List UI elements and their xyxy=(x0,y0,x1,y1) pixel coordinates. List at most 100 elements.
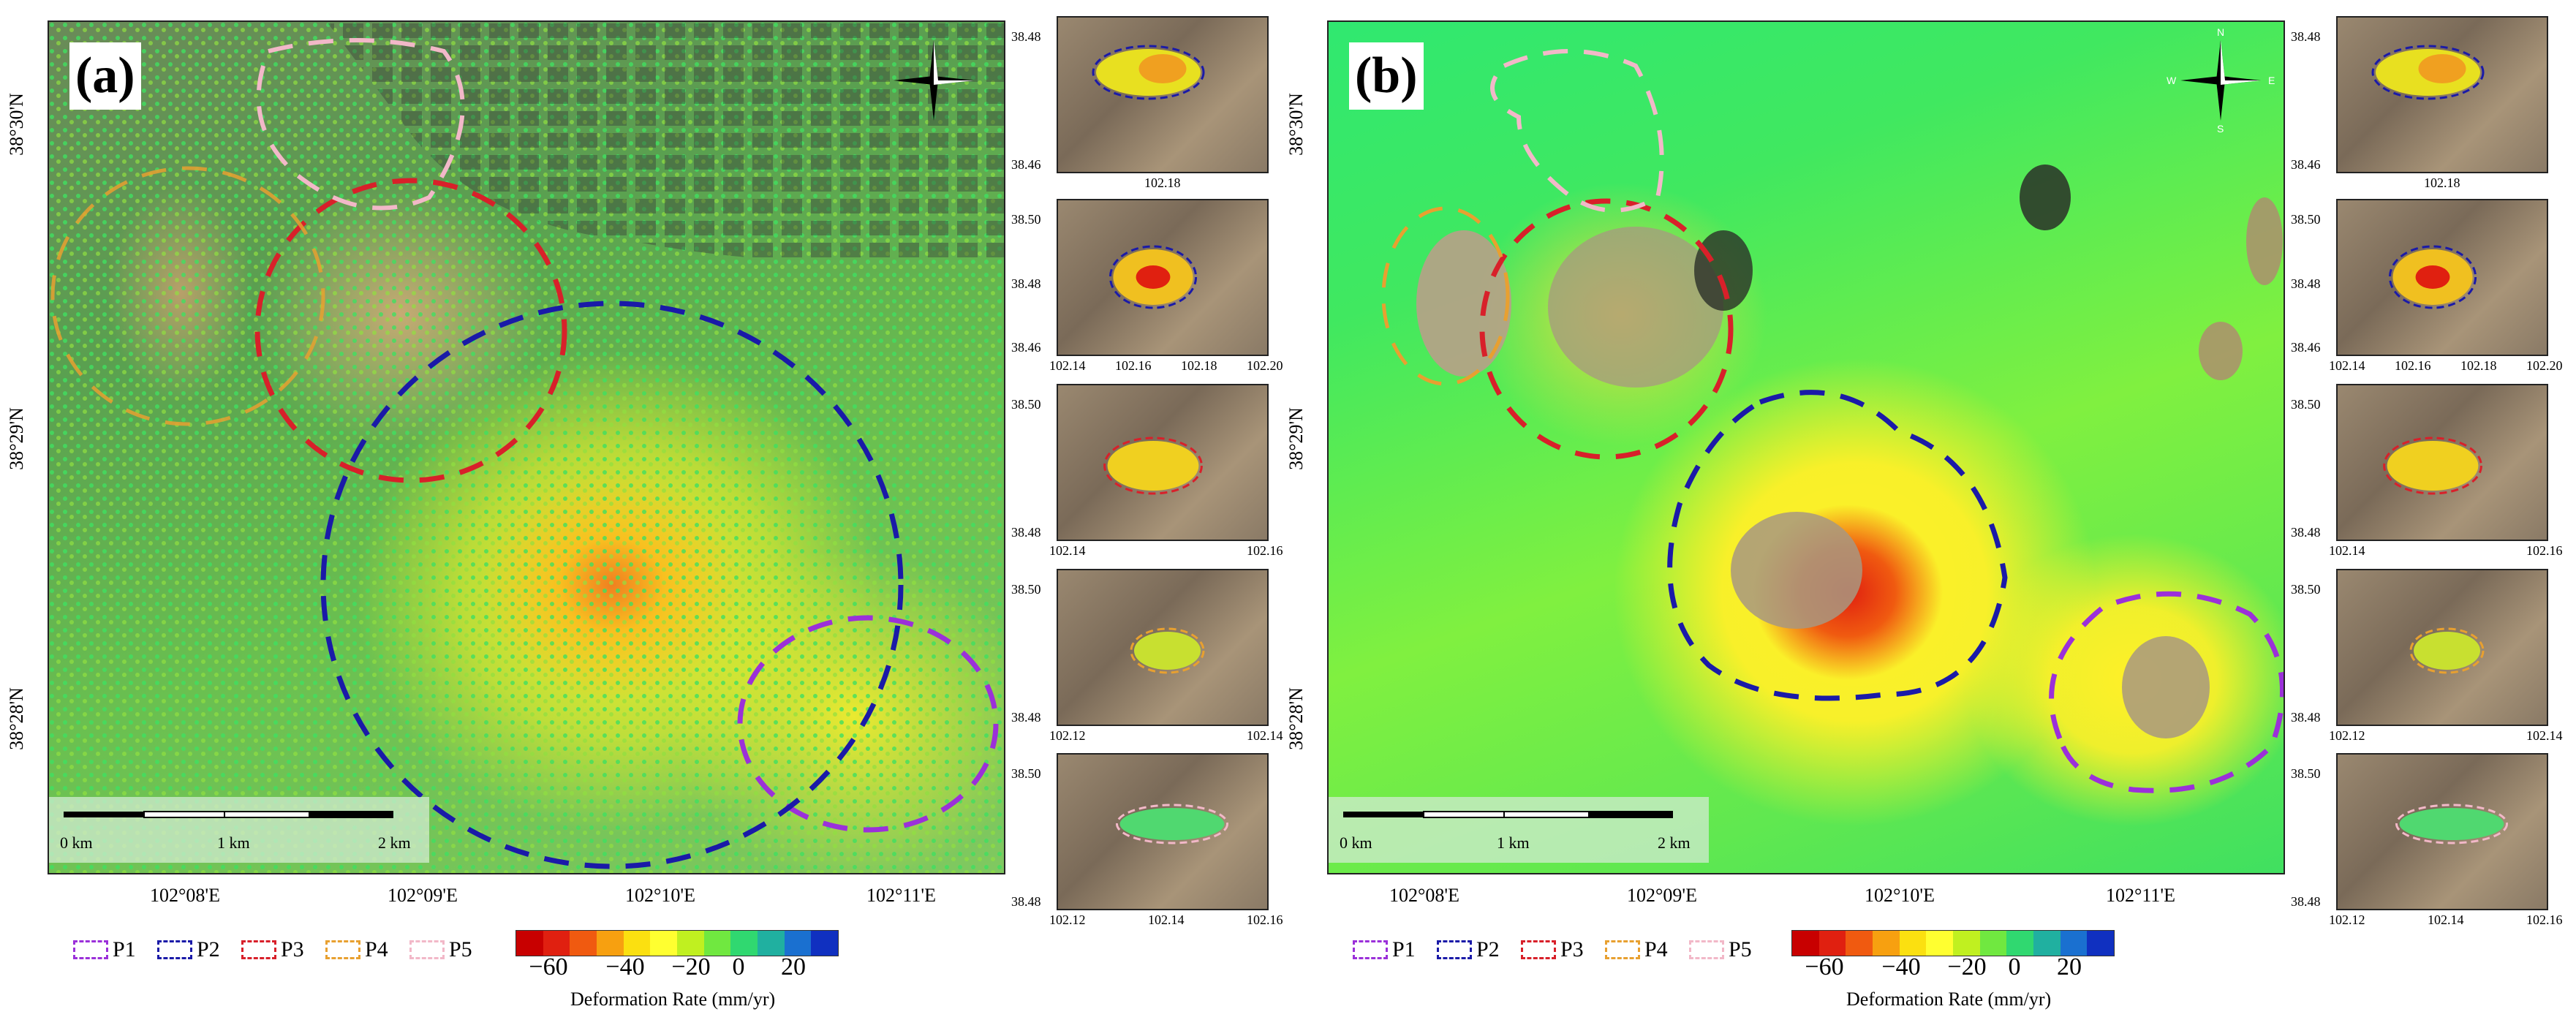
inset-y-tick: 38.48 xyxy=(2291,894,2321,909)
north-arrow-icon-a xyxy=(894,40,974,121)
inset-x-tick: 102.14 xyxy=(2329,358,2365,373)
zone-p2-outline xyxy=(1667,390,2008,701)
inset-map-5 xyxy=(2336,753,2548,910)
legend-item-p3: P3 xyxy=(241,937,304,962)
inset-blob-0 xyxy=(1119,808,1225,840)
inset-map-1 xyxy=(2336,16,2548,173)
legend-item-p4: P4 xyxy=(325,937,388,962)
lat-tick-a-2: 38°28'N xyxy=(5,687,27,750)
inset-x-tick: 102.16 xyxy=(2526,912,2563,927)
inset-deformation-4 xyxy=(2409,627,2485,674)
inset-y-tick: 38.50 xyxy=(1011,766,1041,781)
inset-y-tick: 38.48 xyxy=(1011,29,1041,44)
cbar-tick-b-3: 0 xyxy=(2008,953,2021,980)
inset-x-tick: 102.20 xyxy=(1247,358,1283,373)
colorbar-title-b: Deformation Rate (mm/yr) xyxy=(1846,989,2052,1010)
colorbar-swatch-3 xyxy=(1873,931,1900,956)
colorbar-swatch-3 xyxy=(597,931,624,956)
colorbar-swatch-6 xyxy=(1953,931,1980,956)
scale-label-1: 1 km xyxy=(1497,834,1530,852)
inset-y-tick: 38.48 xyxy=(2291,710,2321,725)
inset-deformation-3 xyxy=(2383,436,2482,495)
lon-tick-b-3: 102°11'E xyxy=(2106,885,2175,906)
dots-overlay-a xyxy=(49,22,1004,873)
legend-item-p2: P2 xyxy=(1437,937,1500,962)
compass-n: N xyxy=(2217,26,2225,38)
zone-p3-outline xyxy=(1479,198,1734,460)
scale-label-2: 2 km xyxy=(378,834,411,852)
colorbar-swatch-9 xyxy=(758,931,785,956)
inset-y-tick: 38.46 xyxy=(2291,157,2321,172)
colorbar-swatch-4 xyxy=(1899,931,1927,956)
scale-label-0: 0 km xyxy=(60,834,93,852)
legend-item-p2: P2 xyxy=(157,937,220,962)
inset-x-tick: 102.14 xyxy=(2526,728,2563,743)
inset-y-tick: 38.48 xyxy=(2291,525,2321,540)
deformation-map-a: (a) 0 km 1 km 2 km xyxy=(48,20,1005,874)
inset-x-tick: 102.16 xyxy=(1247,912,1283,927)
scale-bar-b: 0 km 1 km 2 km xyxy=(1329,797,1709,863)
inset-y-tick: 38.50 xyxy=(2291,397,2321,412)
inset-zone-outline xyxy=(2409,627,2485,674)
inset-y-tick: 38.46 xyxy=(2291,340,2321,355)
inset-y-tick: 38.50 xyxy=(1011,397,1041,412)
zone-p5-outline xyxy=(1490,49,1664,213)
lon-tick-b-0: 102°08'E xyxy=(1389,885,1459,906)
cbar-tick-a-0: −60 xyxy=(529,953,568,980)
cbar-tick-a-3: 0 xyxy=(732,953,745,980)
zone-p4-outline xyxy=(50,166,325,426)
inset-x-tick: 102.16 xyxy=(2395,358,2431,373)
zone-outlines-b xyxy=(1381,49,2284,793)
inset-y-tick: 38.50 xyxy=(2291,212,2321,227)
inset-y-tick: 38.48 xyxy=(1011,710,1041,725)
inset-map-4 xyxy=(1057,569,1269,726)
cbar-tick-b-0: −60 xyxy=(1805,953,1844,980)
scale-bar-a: 0 km 1 km 2 km xyxy=(49,797,429,863)
colorbar-swatch-7 xyxy=(1979,931,2007,956)
lon-tick-b-2: 102°10'E xyxy=(1865,885,1935,906)
inset-y-tick: 38.48 xyxy=(1011,276,1041,291)
inset-x-tick: 102.16 xyxy=(1115,358,1152,373)
inset-y-tick: 38.50 xyxy=(1011,582,1041,597)
inset-zone-outline xyxy=(1130,627,1205,674)
colorbar-swatch-4 xyxy=(623,931,651,956)
colorbar-swatch-0 xyxy=(1792,931,1819,956)
inset-blob-1 xyxy=(2415,265,2450,289)
inset-x-tick: 102.14 xyxy=(1049,358,1086,373)
inset-x-tick: 102.14 xyxy=(1049,543,1086,558)
inset-blob-0 xyxy=(1107,441,1199,491)
inset-x-tick: 102.12 xyxy=(1049,912,1086,927)
inset-map-4 xyxy=(2336,569,2548,726)
cbar-tick-a-4: 20 xyxy=(781,953,806,980)
compass-s: S xyxy=(2217,123,2224,135)
inset-x-tick: 102.14 xyxy=(1148,912,1185,927)
inset-x-tick: 102.14 xyxy=(1247,728,1283,743)
inset-zone-outline xyxy=(1092,45,1205,100)
colorbar-swatch-11 xyxy=(811,931,839,956)
legend-item-p5: P5 xyxy=(1689,937,1752,962)
inset-map-5 xyxy=(1057,753,1269,910)
colorbar-swatch-0 xyxy=(516,931,543,956)
panel-letter-a: (a) xyxy=(69,42,141,110)
colorbar-swatch-1 xyxy=(543,931,570,956)
inset-x-tick: 102.12 xyxy=(2329,912,2365,927)
legend-item-p1: P1 xyxy=(1353,937,1416,962)
inset-x-tick: 102.18 xyxy=(2460,358,2497,373)
compass-e: E xyxy=(2268,75,2275,86)
colorbar-swatch-11 xyxy=(2087,931,2115,956)
lat-tick-b-2: 38°28'N xyxy=(1285,687,1307,750)
inset-zone-outline xyxy=(1108,245,1198,309)
colorbar-swatch-8 xyxy=(2006,931,2034,956)
cbar-tick-b-1: −40 xyxy=(1881,953,1921,980)
inset-x-tick: 102.14 xyxy=(2428,912,2464,927)
inset-y-tick: 38.50 xyxy=(1011,212,1041,227)
inset-deformation-3 xyxy=(1103,436,1203,495)
inset-y-tick: 38.46 xyxy=(1011,340,1041,355)
inset-y-tick: 38.48 xyxy=(1011,894,1041,909)
colorbar-swatch-1 xyxy=(1818,931,1846,956)
inset-blob-0 xyxy=(2387,441,2479,491)
colorbar-swatch-2 xyxy=(570,931,597,956)
scale-label-0: 0 km xyxy=(1340,834,1372,852)
zone-outlines-a xyxy=(50,38,999,869)
legend-item-p4: P4 xyxy=(1605,937,1668,962)
